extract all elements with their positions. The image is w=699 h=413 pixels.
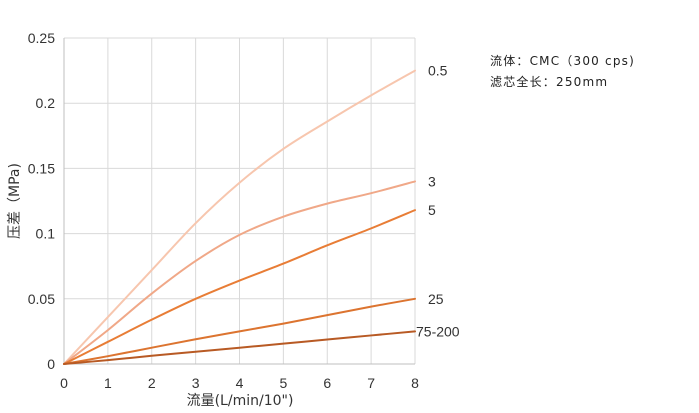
x-tick-label: 6 [323, 375, 331, 391]
series-labels: 0.5 3 5 25 75-200 [416, 63, 460, 340]
series-line-75-200 [63, 330, 416, 365]
x-axis-title: 流量(L/min/10") [187, 393, 294, 409]
x-tick-labels: 0 1 2 3 4 5 6 7 8 [60, 375, 419, 391]
filter-length-note: 滤芯全长：250mm [490, 75, 609, 89]
series-label-5: 5 [428, 202, 436, 218]
x-tick-label: 5 [279, 375, 287, 391]
y-tick-labels: 0 0.05 0.1 0.15 0.2 0.25 [28, 30, 55, 372]
grid-lines [64, 37, 416, 364]
x-tick-label: 7 [367, 375, 375, 391]
x-tick-label: 3 [192, 375, 200, 391]
fluid-note: 流体：CMC（300 cps) [490, 54, 635, 68]
y-tick-label: 0.2 [36, 95, 56, 111]
y-tick-label: 0.1 [36, 226, 56, 242]
y-tick-label: 0.05 [28, 291, 55, 307]
series-line-5 [63, 209, 416, 365]
series-line-25 [63, 297, 416, 365]
series-label-3: 3 [428, 173, 436, 189]
y-axis-title: 压差（MPa) [7, 163, 23, 239]
series-lines [63, 69, 416, 365]
y-tick-label: 0 [47, 356, 55, 372]
y-tick-label: 0.15 [28, 160, 55, 176]
series-label-25: 25 [428, 291, 444, 307]
x-tick-label: 2 [148, 375, 156, 391]
series-line-3 [63, 180, 416, 365]
series-line-0.5 [63, 69, 416, 365]
x-tick-label: 8 [411, 375, 419, 391]
y-tick-label: 0.25 [28, 30, 55, 46]
axes [63, 38, 415, 365]
x-tick-label: 1 [104, 375, 112, 391]
series-label-75-200: 75-200 [416, 323, 460, 339]
x-tick-label: 0 [60, 375, 68, 391]
x-tick-label: 4 [236, 375, 244, 391]
series-label-0.5: 0.5 [428, 63, 448, 79]
